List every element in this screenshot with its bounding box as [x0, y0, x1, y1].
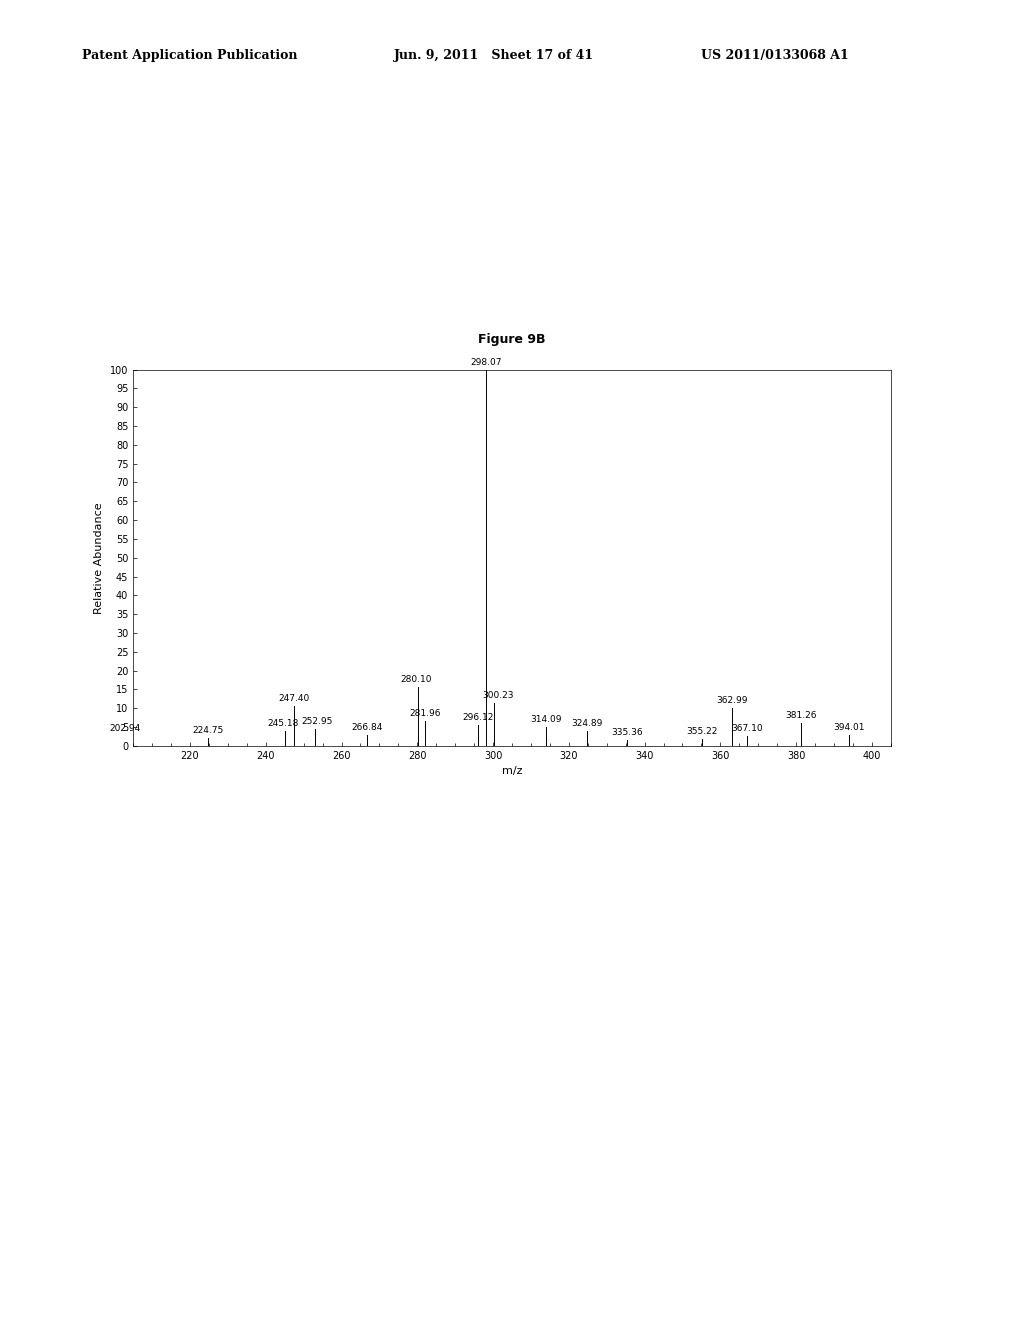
Text: 355.22: 355.22: [686, 727, 718, 737]
Text: 300.23: 300.23: [482, 690, 513, 700]
Text: 335.36: 335.36: [611, 729, 643, 737]
Text: 362.99: 362.99: [716, 696, 748, 705]
Text: 298.07: 298.07: [470, 358, 502, 367]
Text: Figure 9B: Figure 9B: [478, 333, 546, 346]
Text: 367.10: 367.10: [731, 725, 763, 734]
Text: 245.18: 245.18: [267, 719, 299, 727]
Text: 266.84: 266.84: [351, 722, 383, 731]
Text: 252.95: 252.95: [301, 717, 333, 726]
Text: 247.40: 247.40: [279, 694, 309, 704]
X-axis label: m/z: m/z: [502, 766, 522, 776]
Text: 324.89: 324.89: [571, 719, 603, 727]
Text: 394.01: 394.01: [834, 723, 865, 733]
Text: 314.09: 314.09: [530, 715, 562, 723]
Text: 202.94: 202.94: [110, 725, 141, 734]
Text: 281.96: 281.96: [409, 709, 440, 718]
Text: Jun. 9, 2011   Sheet 17 of 41: Jun. 9, 2011 Sheet 17 of 41: [394, 49, 594, 62]
Text: Patent Application Publication: Patent Application Publication: [82, 49, 297, 62]
Text: 224.75: 224.75: [193, 726, 223, 734]
Text: US 2011/0133068 A1: US 2011/0133068 A1: [701, 49, 849, 62]
Y-axis label: Relative Abundance: Relative Abundance: [94, 502, 104, 614]
Text: 296.12: 296.12: [463, 713, 494, 722]
Text: 280.10: 280.10: [400, 676, 431, 685]
Text: 381.26: 381.26: [785, 711, 817, 721]
